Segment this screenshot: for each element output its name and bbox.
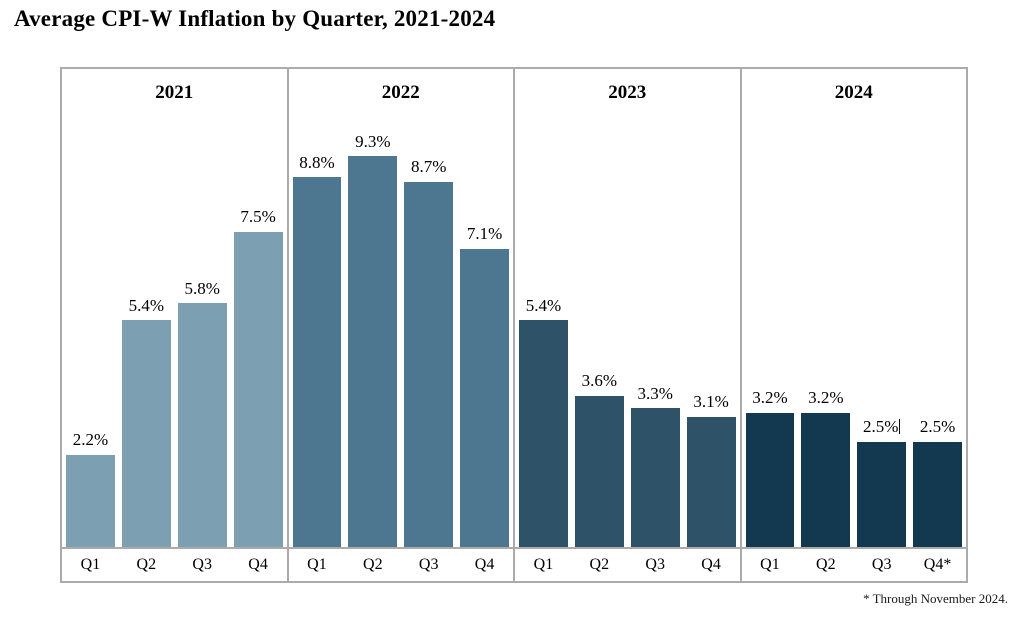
quarter-label-2022-Q2: Q2 [363, 556, 383, 573]
bar-value-label-2022-Q4: 7.1% [466, 224, 503, 244]
bars-row-2022: 8.8% 9.3% 8.7% 7.1% [289, 69, 514, 547]
bar-value-label-2024-Q1: 3.2% [752, 387, 788, 407]
bar-value-label-2023-Q2: 3.6% [581, 371, 618, 391]
bar-group-2023-Q3: 3.3% [630, 383, 680, 547]
bar-2024-Q2 [801, 412, 851, 547]
bar-2022-Q2 [348, 156, 398, 547]
panel-2023: 2023 5.4% 3.6% 3.3% 3.1% Q1 Q2 Q3 Q4 [513, 69, 740, 581]
bar-2021-Q3 [177, 303, 227, 547]
quarter-label-2024-Q4star: Q4* [923, 556, 952, 573]
bar-value-label-2023-Q4: 3.1% [693, 392, 729, 412]
panel-year-label-2021: 2021 [155, 82, 194, 103]
bar-group-2021-Q1: 2.2% [66, 429, 115, 547]
bar-value-label-2023-Q1: 5.4% [525, 295, 562, 315]
bar-2022-Q4 [460, 248, 509, 547]
bar-group-2024-Q1: 3.2% [745, 387, 795, 547]
bar-group-2023-Q2: 3.6% [574, 371, 624, 547]
bar-value-label-2021-Q3: 5.8% [184, 278, 220, 298]
quarter-label-2021-Q2: Q2 [136, 556, 157, 573]
chart-footnote: * Through November 2024. [863, 591, 1008, 606]
bars-row-2023: 5.4% 3.6% 3.3% 3.1% [515, 69, 740, 547]
bar-group-2022-Q4: 7.1% [460, 224, 509, 547]
quarter-label-2024-Q2: Q2 [816, 556, 836, 573]
bars-row-2021: 2.2% 5.4% 5.8% 7.5% [62, 69, 287, 547]
bar-2023-Q3 [630, 408, 680, 547]
quarter-label-2023-Q1: Q1 [533, 556, 554, 573]
bar-2022-Q3 [404, 181, 454, 547]
bar-group-2024-Q2: 3.2% [801, 387, 851, 547]
quarter-label-2021-Q4: Q4 [248, 556, 268, 573]
bar-2022-Q1 [292, 177, 342, 547]
bar-2024-Q3 [857, 442, 907, 547]
panel-2021: 2021 2.2% 5.4% 5.8% 7.5% Q1 Q2 Q3 Q4 [62, 69, 287, 581]
quarter-label-2023-Q4: Q4 [701, 556, 721, 573]
panel-2024: 2024 3.2% 3.2% 2.5% 2.5% Q1 Q2 Q3 Q4* [739, 69, 967, 581]
bar-group-2021-Q3: 5.8% [177, 278, 227, 547]
quarter-label-2023-Q2: Q2 [589, 556, 610, 573]
quarter-label-2024-Q3: Q3 [871, 556, 892, 573]
panel-year-label-2022: 2022 [381, 82, 420, 103]
bar-2024-Q4star [913, 442, 962, 547]
chart-panels: 2021 2.2% 5.4% 5.8% 7.5% Q1 Q2 Q3 Q4 2022 8.8% 9.3%… [60, 67, 968, 583]
panel-2022: 2022 8.8% 9.3% 8.7% 7.1% Q1 Q2 Q3 Q4 [286, 69, 514, 581]
bar-value-label-2024-Q4star: 2.5% [919, 417, 956, 437]
bar-value-label-2021-Q2: 5.4% [128, 295, 165, 315]
quarter-label-row-2024: Q1 Q2 Q3 Q4* [741, 547, 966, 581]
bar-group-2021-Q4: 7.5% [233, 207, 283, 547]
bar-group-2023-Q1: 5.4% [519, 295, 568, 547]
bar-2021-Q4 [233, 232, 283, 547]
bar-value-label-2021-Q1: 2.2% [72, 429, 109, 449]
bar-group-2024-Q3: 2.5% [857, 417, 907, 547]
bar-value-label-2021-Q4: 7.5% [240, 207, 276, 227]
bars-row-2024: 3.2% 3.2% 2.5% 2.5% [742, 69, 967, 547]
quarter-label-2024-Q1: Q1 [760, 556, 780, 573]
bar-value-label-2022-Q1: 8.8% [299, 152, 335, 172]
bar-group-2021-Q2: 5.4% [121, 295, 171, 547]
text-cursor [899, 419, 901, 435]
panel-year-label-2024: 2024 [834, 82, 873, 103]
page-title: Average CPI-W Inflation by Quarter, 2021… [14, 6, 496, 31]
bar-2023-Q1 [519, 320, 568, 547]
quarter-label-2022-Q1: Q1 [307, 556, 327, 573]
quarter-label-row-2022: Q1 Q2 Q3 Q4 [288, 547, 513, 581]
bar-value-label-2022-Q3: 8.7% [410, 156, 447, 176]
bar-2023-Q2 [574, 395, 624, 547]
bar-group-2022-Q1: 8.8% [292, 152, 342, 547]
bar-2024-Q1 [745, 412, 795, 547]
bar-value-label-2024-Q2: 3.2% [808, 387, 844, 407]
bar-group-2022-Q2: 9.3% [348, 131, 398, 547]
panel-year-label-2023: 2023 [608, 82, 647, 103]
quarter-label-2022-Q4: Q4 [474, 556, 495, 573]
bar-2021-Q2 [121, 320, 171, 547]
quarter-label-row-2021: Q1 Q2 Q3 Q4 [62, 547, 287, 581]
bar-value-label-2024-Q3: 2.5% [862, 417, 901, 437]
bar-group-2024-Q4star: 2.5% [913, 418, 962, 547]
bar-group-2023-Q4: 3.1% [686, 392, 736, 547]
bar-group-2022-Q3: 8.7% [404, 156, 454, 547]
bar-value-label-2023-Q3: 3.3% [637, 383, 673, 403]
quarter-label-2022-Q3: Q3 [418, 556, 439, 573]
bar-2023-Q4 [686, 416, 736, 547]
quarter-label-2021-Q1: Q1 [80, 556, 101, 573]
quarter-label-2021-Q3: Q3 [192, 556, 212, 573]
bar-value-label-2022-Q2: 9.3% [355, 131, 391, 151]
quarter-label-row-2023: Q1 Q2 Q3 Q4 [515, 547, 740, 581]
bar-2021-Q1 [66, 454, 115, 547]
quarter-label-2023-Q3: Q3 [645, 556, 665, 573]
